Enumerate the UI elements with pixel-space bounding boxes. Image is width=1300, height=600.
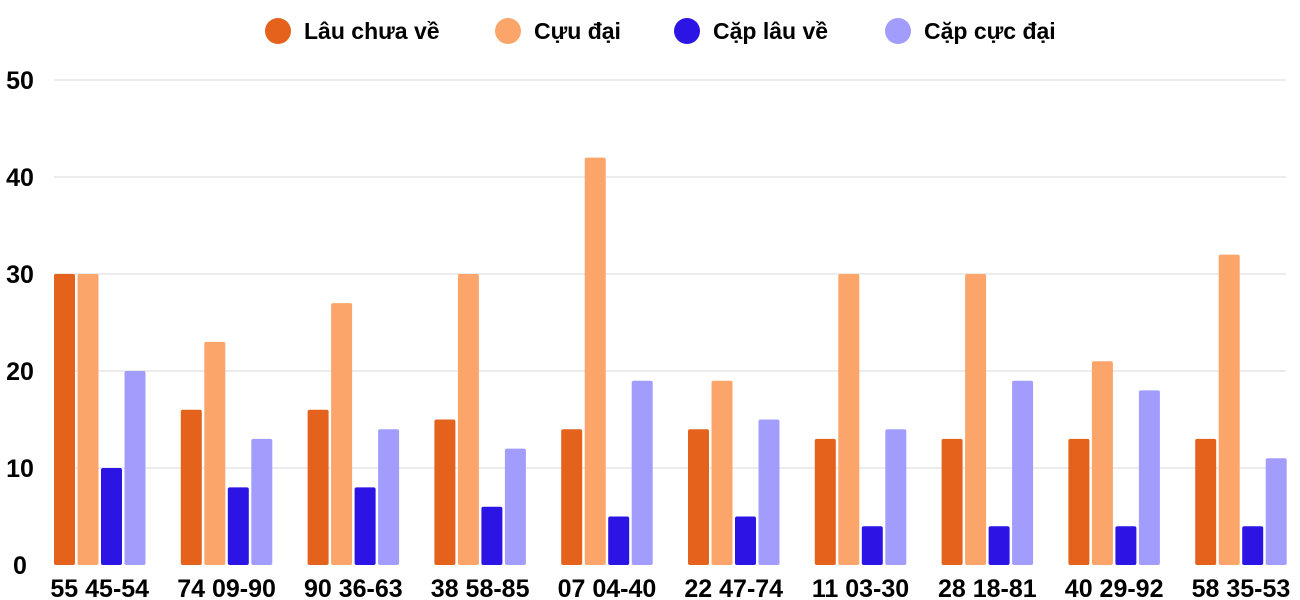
bar	[1242, 526, 1264, 565]
x-tick-label: 55 45-54	[50, 575, 149, 600]
legend-label: Lâu chưa về	[304, 18, 440, 44]
bar-group	[434, 274, 526, 565]
legend-label: Cựu đại	[534, 18, 621, 44]
bar	[1012, 380, 1034, 565]
bar	[227, 487, 249, 565]
bar	[838, 274, 860, 565]
x-tick-label: 74 09-90	[177, 575, 276, 600]
x-tick-label: 28 18-81	[938, 575, 1037, 600]
bar	[77, 274, 99, 565]
y-tick-label: 50	[6, 67, 34, 95]
bar	[481, 506, 503, 565]
x-axis-labels: 55 45-54 74 09-90 90 36-63 38 58-85 07 04-40…	[50, 575, 1290, 600]
bar	[688, 429, 709, 565]
y-tick-label: 0	[13, 552, 27, 580]
bar	[941, 438, 963, 565]
bar	[1195, 438, 1217, 565]
legend-swatch	[885, 18, 911, 44]
legend-swatch	[265, 18, 291, 44]
bar	[1265, 458, 1287, 565]
bar	[608, 516, 630, 565]
bar	[1138, 390, 1160, 565]
bar	[180, 409, 202, 565]
x-tick-label: 90 36-63	[304, 575, 403, 600]
bar	[1218, 254, 1240, 565]
x-tick-label: 11 03-30	[812, 575, 909, 600]
y-tick-label: 30	[6, 261, 34, 289]
bar	[1091, 361, 1113, 565]
bar-group	[180, 341, 273, 565]
bar-group	[54, 274, 146, 565]
legend-swatch	[495, 18, 521, 44]
legend-item: Cặp cực đại	[885, 18, 1056, 44]
bar	[735, 516, 756, 565]
bar	[988, 526, 1010, 565]
x-tick-label: 07 04-40	[558, 575, 657, 600]
bar	[331, 303, 353, 565]
bar-group	[688, 380, 780, 565]
y-axis-ticks: 0 10 20 30 40 50	[6, 67, 34, 580]
bars	[54, 157, 1287, 565]
bar	[1115, 526, 1137, 565]
legend-item: Cặp lâu về	[674, 18, 828, 44]
bar	[307, 409, 329, 565]
x-tick-label: 58 35-53	[1192, 575, 1291, 600]
bar-group	[941, 274, 1034, 565]
x-tick-label: 38 58-85	[431, 575, 530, 600]
legend: Lâu chưa về Cựu đại Cặp lâu về Cặp cực đại	[265, 18, 1056, 44]
bar-group	[1068, 361, 1160, 565]
bar	[457, 274, 479, 565]
bar	[561, 429, 583, 565]
bar-group	[1195, 254, 1287, 565]
bar	[434, 419, 456, 565]
bar	[965, 274, 987, 565]
x-tick-label: 22 47-74	[684, 575, 783, 600]
bar	[631, 380, 653, 565]
bar	[861, 526, 883, 565]
legend-label: Cặp lâu về	[713, 18, 828, 44]
bar	[814, 438, 836, 565]
y-tick-label: 20	[6, 358, 34, 386]
legend-label: Cặp cực đại	[924, 18, 1056, 44]
bar-group	[561, 157, 653, 565]
bar	[885, 429, 907, 565]
legend-swatch	[674, 18, 700, 44]
legend-item: Lâu chưa về	[265, 18, 440, 44]
bar	[54, 274, 75, 565]
legend-item: Cựu đại	[495, 18, 621, 44]
bar	[711, 380, 733, 565]
bar	[354, 487, 376, 565]
bar	[758, 419, 780, 565]
bar	[101, 468, 122, 565]
bar	[504, 448, 526, 565]
y-tick-label: 40	[6, 164, 34, 192]
bar	[251, 438, 273, 565]
bar	[1068, 438, 1090, 565]
bar	[204, 341, 226, 565]
y-tick-label: 10	[6, 455, 34, 483]
bar	[124, 371, 146, 565]
bar	[378, 429, 400, 565]
bar-group	[814, 274, 907, 565]
x-tick-label: 40 29-92	[1065, 575, 1164, 600]
bar-group	[307, 303, 400, 565]
bar	[584, 157, 606, 565]
